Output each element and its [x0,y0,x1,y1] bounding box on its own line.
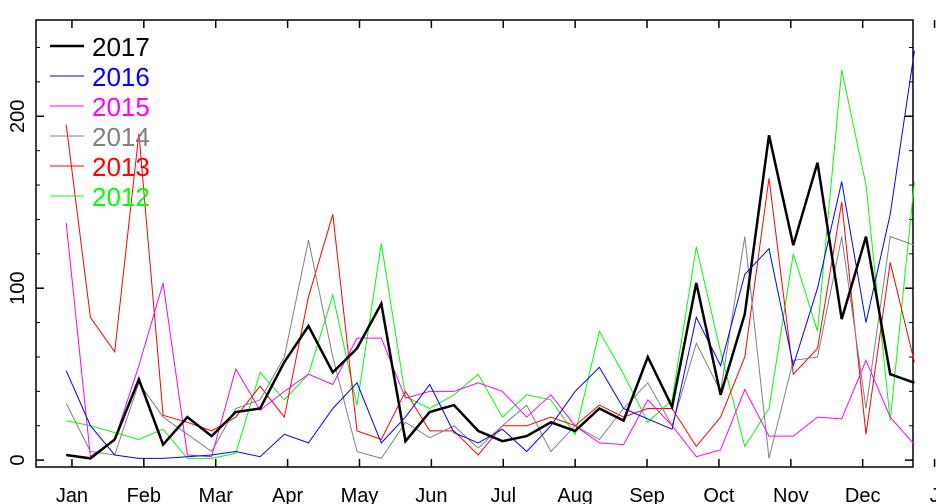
series-line-2012 [66,69,915,459]
legend-label-2016: 2016 [92,62,150,92]
x-tick-label: Jan [56,485,88,504]
series-lines [65,50,915,460]
plot-frame [35,19,914,468]
y-tick-label: 0 [7,455,29,466]
legend-label-2017: 2017 [92,32,150,62]
x-tick-label: Feb [127,485,161,504]
x-tick-label: Nov [773,485,809,504]
series-line-2016 [65,50,915,459]
y-tick-label: 100 [7,272,29,305]
legend-label-2013: 2013 [92,152,150,182]
x-tick-label: Mar [198,485,233,504]
y-tick-label: 200 [7,100,29,133]
series-line-2013 [65,124,915,456]
x-tick-label: Aug [557,485,593,504]
x-tick-label: May [341,485,379,504]
x-tick-label: Oct [703,485,735,504]
series-line-2017 [66,134,915,460]
series-line-2014 [65,235,915,459]
axis-ticks: Jan Feb Mar Apr May Jun Jul Aug Sep Oct Nov Dec J 0 10… [7,20,936,504]
x-tick-label: Apr [272,485,303,504]
x-tick-label: Jul [490,485,516,504]
legend-label-2012: 2012 [92,182,150,212]
series-line-2015 [65,222,915,458]
x-tick-label: J [930,485,936,504]
x-tick-label: Sep [629,485,665,504]
x-tick-label: Dec [845,485,881,504]
x-tick-label: Jun [415,485,447,504]
legend-label-2015: 2015 [92,92,150,122]
legend-label-2014: 2014 [92,122,150,152]
